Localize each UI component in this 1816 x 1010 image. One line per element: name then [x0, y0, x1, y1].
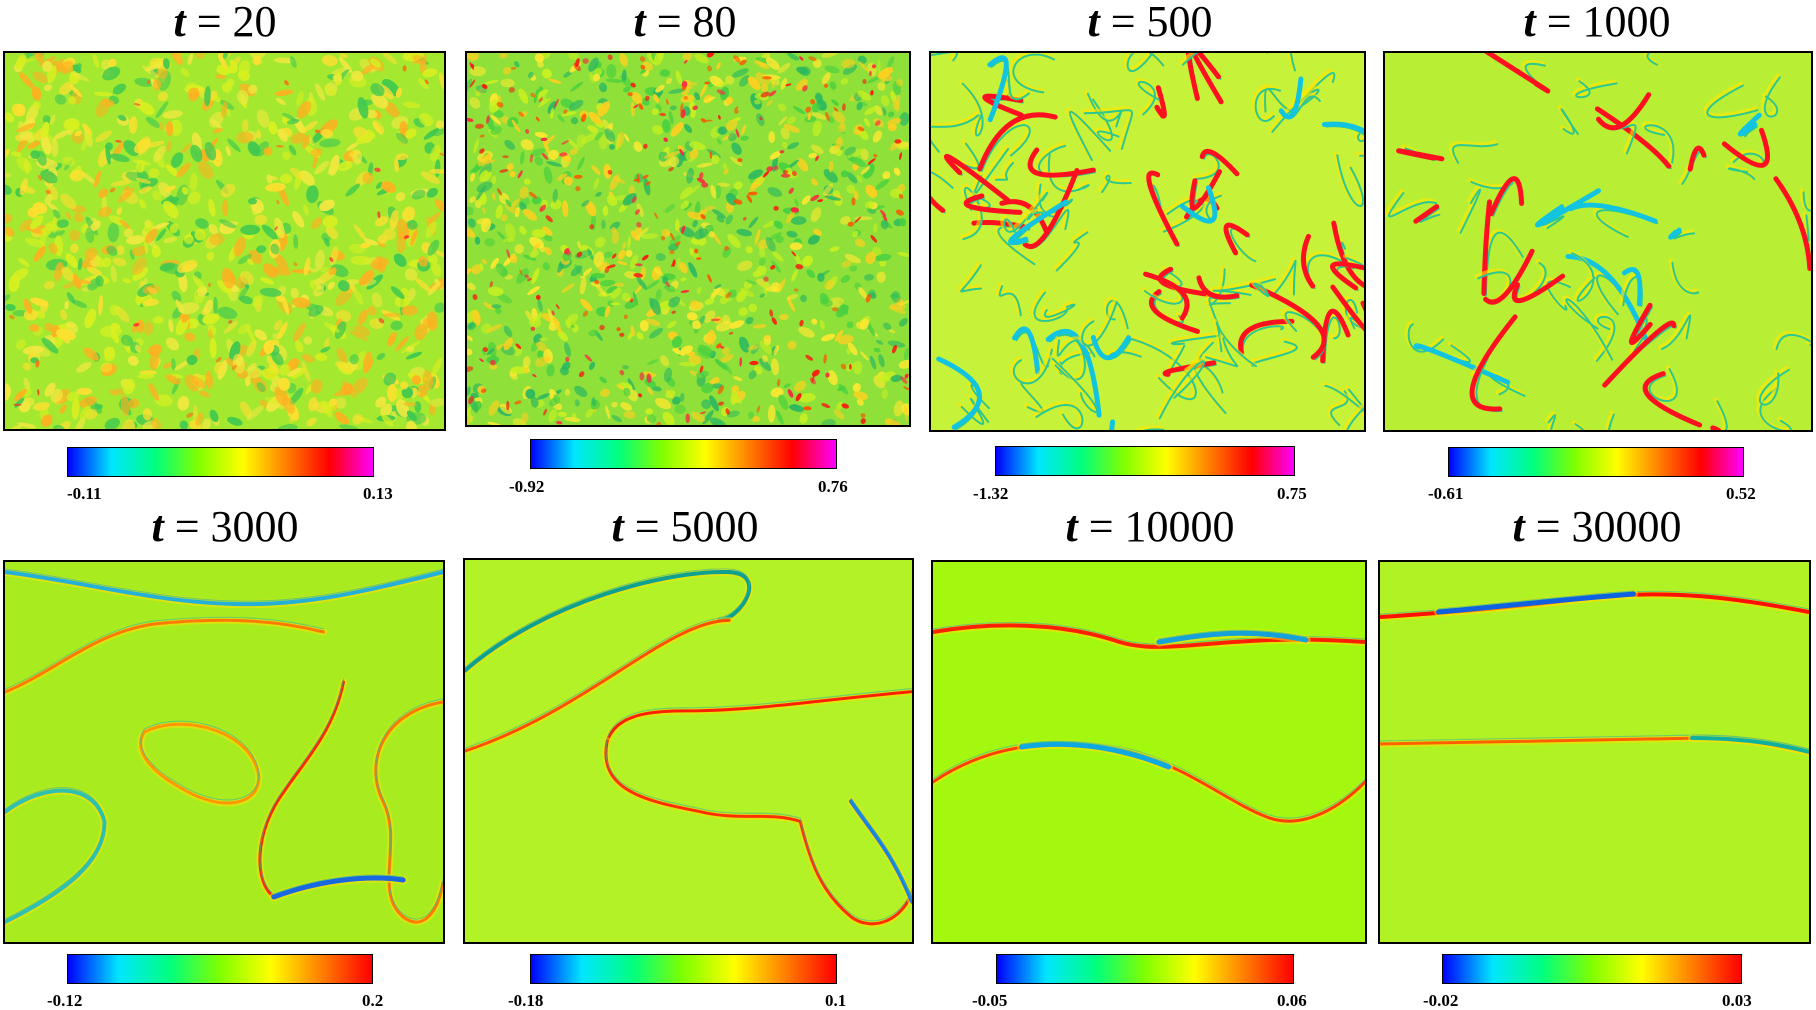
field-map	[3, 51, 446, 431]
panel-t1000: t = 1000 -0.61 0.52	[1378, 0, 1816, 503]
panel-title: t = 3000	[0, 505, 450, 549]
field-map	[463, 558, 914, 944]
colorbar-min-label: -0.92	[509, 477, 545, 496]
panel-t3000: t = 3000 -0.12 0.2	[0, 505, 450, 1010]
equals-sign: =	[1546, 0, 1572, 46]
time-symbol: t	[151, 502, 164, 551]
time-value: 80	[692, 0, 737, 46]
time-value: 10000	[1124, 502, 1235, 551]
colorbar-min-label: -0.18	[508, 991, 544, 1010]
time-symbol: t	[1065, 502, 1078, 551]
field-map	[929, 51, 1366, 432]
field-map	[465, 51, 911, 427]
field-pattern	[5, 53, 444, 429]
colorbar	[996, 954, 1294, 984]
time-value: 1000	[1582, 0, 1671, 46]
colorbar-max-label: 0.06	[1277, 991, 1307, 1010]
time-value: 30000	[1571, 502, 1682, 551]
colorbar-max-label: 0.75	[1277, 484, 1307, 503]
time-value: 3000	[210, 502, 299, 551]
colorbar-max-label: 0.76	[818, 477, 848, 496]
equals-sign: =	[1535, 502, 1561, 551]
panel-title: t = 500	[925, 0, 1375, 44]
colorbar-max-label: 0.13	[363, 484, 393, 503]
time-symbol: t	[1523, 0, 1536, 46]
panel-t20: t = 20 -0.11 0.13	[0, 0, 450, 503]
colorbar-min-label: -0.12	[47, 991, 83, 1010]
field-map	[1378, 560, 1811, 944]
equals-sign: =	[1110, 0, 1136, 46]
field-map	[3, 560, 445, 944]
panel-t30000: t = 30000 -0.02 0.03	[1378, 505, 1816, 1010]
time-value: 20	[232, 0, 277, 46]
colorbar-min-label: -1.32	[973, 484, 1009, 503]
colorbar	[530, 439, 837, 469]
time-symbol: t	[1087, 0, 1100, 46]
colorbar	[1442, 954, 1742, 984]
field-pattern	[467, 53, 909, 425]
colorbar	[995, 446, 1295, 476]
colorbar-min-label: -0.11	[67, 484, 102, 503]
time-symbol: t	[173, 0, 186, 46]
colorbar	[67, 447, 374, 477]
time-symbol: t	[1512, 502, 1525, 551]
colorbar-max-label: 0.1	[825, 991, 847, 1010]
field-pattern	[5, 568, 443, 926]
panel-t80: t = 80 -0.92 0.76	[455, 0, 915, 500]
field-map	[931, 560, 1367, 944]
field-pattern	[1380, 589, 1809, 756]
equals-sign: =	[634, 502, 660, 551]
time-value: 500	[1146, 0, 1213, 46]
colorbar	[67, 954, 373, 984]
panel-title: t = 80	[455, 0, 915, 44]
colorbar-min-label: -0.02	[1423, 991, 1459, 1010]
panel-title: t = 10000	[925, 505, 1375, 549]
colorbar-max-label: 0.52	[1726, 484, 1756, 503]
time-symbol: t	[633, 0, 646, 46]
equals-sign: =	[196, 0, 222, 46]
field-pattern	[465, 568, 912, 928]
field-pattern	[1385, 53, 1811, 430]
colorbar-min-label: -0.05	[972, 991, 1008, 1010]
field-pattern	[933, 621, 1365, 825]
time-symbol: t	[611, 502, 624, 551]
time-value: 5000	[670, 502, 759, 551]
colorbar-max-label: 0.2	[362, 991, 384, 1010]
colorbar-min-label: -0.61	[1428, 484, 1464, 503]
colorbar	[530, 954, 837, 984]
equals-sign: =	[656, 0, 682, 46]
colorbar	[1448, 447, 1744, 477]
equals-sign: =	[1088, 502, 1114, 551]
panel-title: t = 20	[0, 0, 450, 44]
panel-t500: t = 500 -1.32 0.75	[925, 0, 1375, 503]
panel-t10000: t = 10000 -0.05 0.06	[925, 505, 1375, 1010]
colorbar-max-label: 0.03	[1722, 991, 1752, 1010]
panel-title: t = 5000	[455, 505, 915, 549]
panel-t5000: t = 5000 -0.18 0.1	[455, 505, 915, 1010]
field-pattern	[931, 53, 1364, 430]
field-map	[1383, 51, 1813, 432]
panel-title: t = 30000	[1378, 505, 1816, 549]
panel-title: t = 1000	[1378, 0, 1816, 44]
equals-sign: =	[174, 502, 200, 551]
